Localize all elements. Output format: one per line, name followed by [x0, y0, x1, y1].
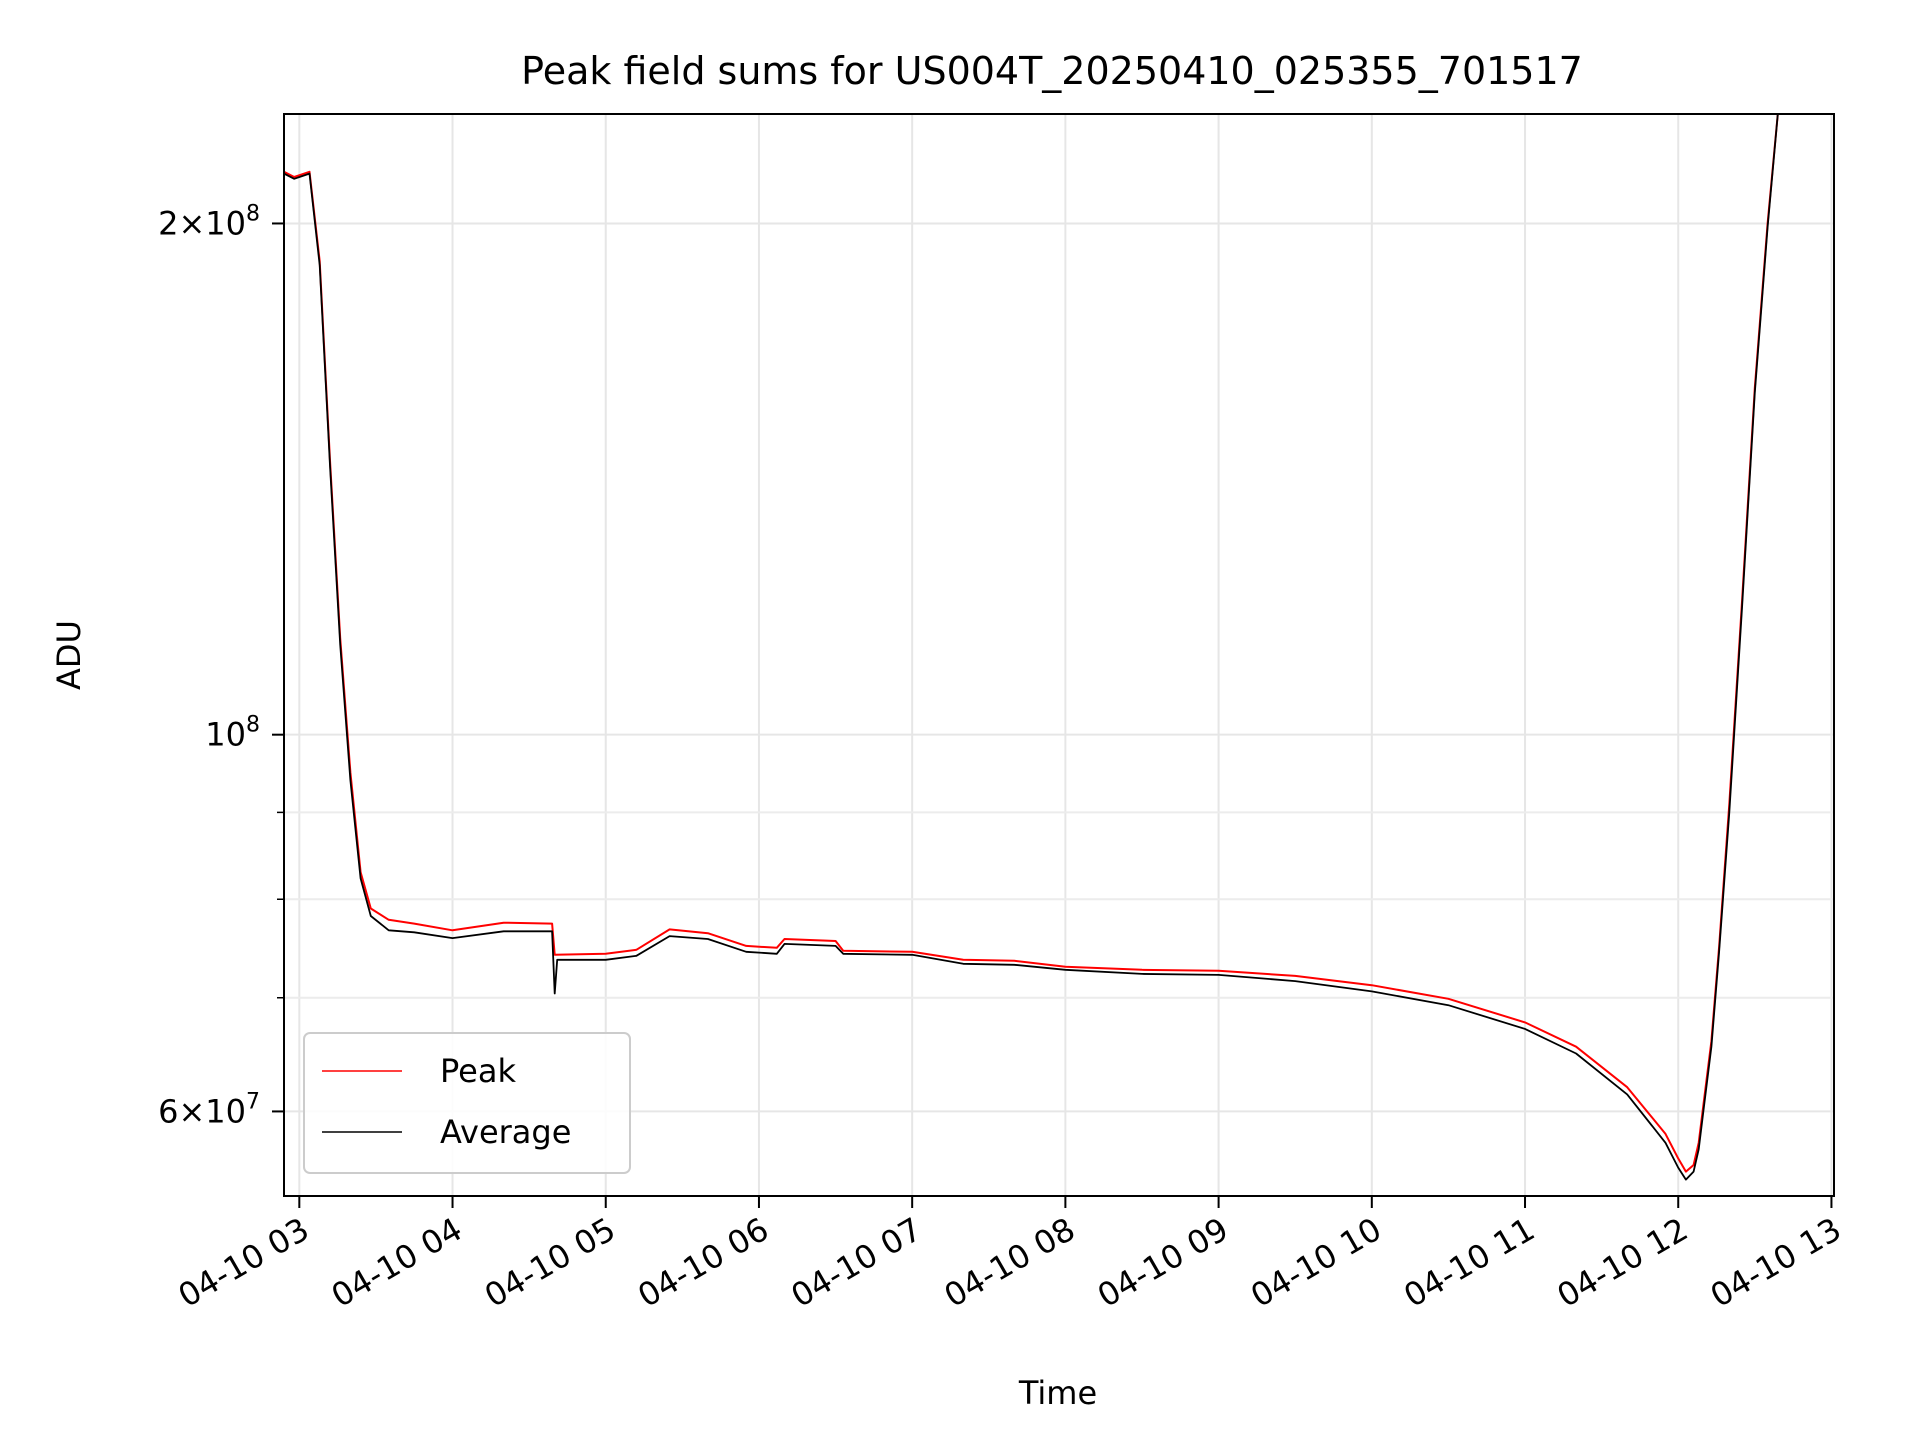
y-tick-label: 108 — [205, 713, 260, 754]
chart-title: Peak field sums for US004T_20250410_0253… — [521, 49, 1583, 93]
y-tick-exponent: 8 — [246, 713, 260, 738]
grid — [284, 114, 1834, 1196]
y-tick-base: 10 — [205, 204, 246, 242]
y-tick-mantissa: 6 — [158, 1092, 178, 1130]
legend: Peak Average — [303, 1032, 631, 1174]
legend-box — [303, 1032, 631, 1174]
y-tick-base: 10 — [205, 716, 246, 754]
y-tick-label: 6×107 — [158, 1089, 260, 1130]
series-layer — [284, 114, 1779, 1181]
y-tick-exponent: 7 — [246, 1089, 260, 1114]
x-axis-label: Time — [1018, 1374, 1097, 1412]
y-tick-times: × — [178, 1092, 205, 1130]
series-line-average — [284, 114, 1779, 1181]
y-tick-exponent: 8 — [246, 201, 260, 226]
y-tick-base: 10 — [205, 1092, 246, 1130]
y-tick-times: × — [178, 204, 205, 242]
plot-frame — [283, 113, 1835, 1197]
y-axis-label: ADU — [50, 620, 88, 690]
y-tick-mantissa: 2 — [158, 204, 178, 242]
legend-label-peak: Peak — [440, 1052, 516, 1090]
legend-label-average: Average — [440, 1113, 571, 1151]
y-tick-label: 2×108 — [158, 201, 260, 242]
